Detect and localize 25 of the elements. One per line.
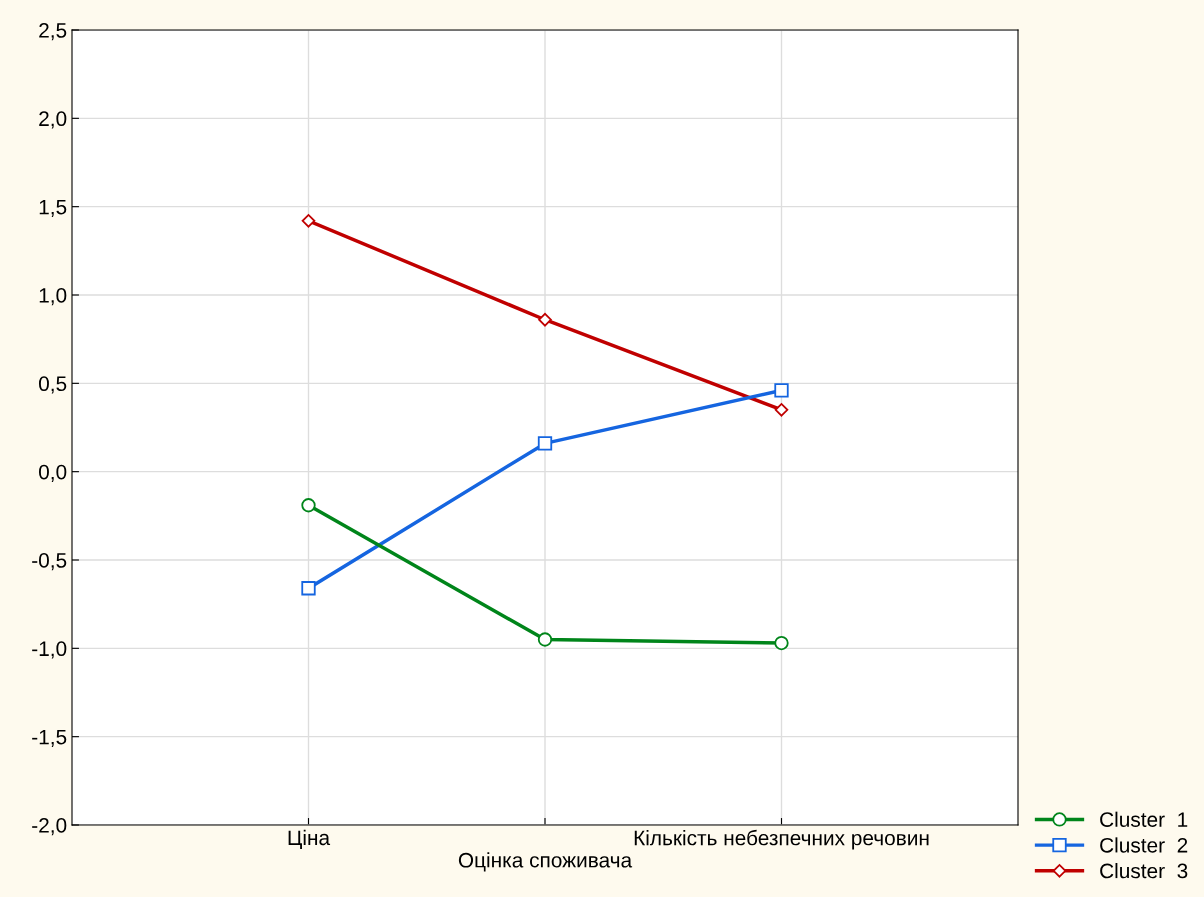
y-tick-label: 0,0 [38,464,67,482]
point [538,312,552,327]
x-tick-label: Ціна [288,829,331,850]
point [301,581,316,596]
y-tick-label: 2,5 [39,23,67,41]
y-tick-label: -1,5 [32,729,67,747]
point [774,383,789,398]
y-tick-label: 0,5 [38,376,67,394]
y-tick-label: -0,5 [32,553,67,571]
point [301,498,316,513]
legend-label: Cluster 2 [1100,837,1188,853]
y-tick-label: -2,0 [32,818,67,836]
point [537,632,553,647]
point [537,436,553,451]
point [774,403,789,417]
legend-label: Cluster 3 [1100,863,1188,879]
x-axis-title: Оцінка споживача [458,852,633,872]
y-tick-label: -1,0 [32,641,67,659]
x-tick-label: Кількість небезпечних речовин [634,829,929,850]
y-tick-label: 1,0 [39,288,67,306]
point [774,635,789,651]
y-tick-label: 1,5 [39,199,67,217]
legend-label: Cluster 1 [1100,811,1188,827]
point [301,214,316,228]
y-tick-label: 2,0 [39,111,67,129]
